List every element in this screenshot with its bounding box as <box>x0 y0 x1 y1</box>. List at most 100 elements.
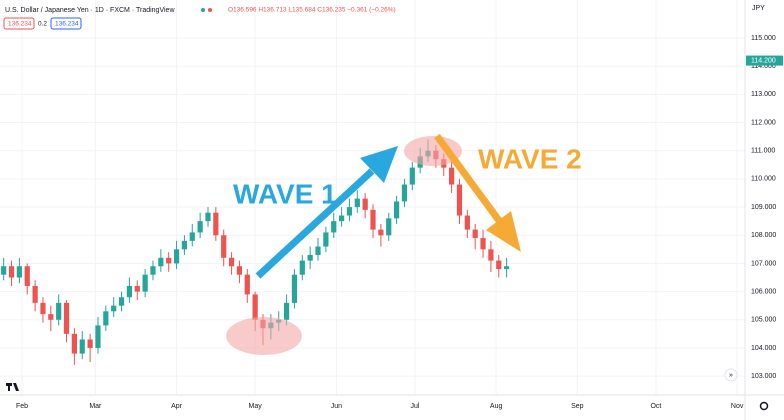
candle-body <box>488 249 494 261</box>
candle-body <box>95 325 101 348</box>
candle-body <box>213 212 219 236</box>
candle-body <box>346 207 353 216</box>
candle-body <box>16 266 22 278</box>
x-tick-label: May <box>249 403 263 410</box>
candle-body <box>166 257 172 264</box>
candle-body <box>197 221 203 233</box>
candle-body <box>134 285 140 292</box>
candle-body <box>79 339 85 354</box>
candle-body <box>307 254 313 261</box>
candle-body <box>71 333 77 354</box>
candle-body <box>1 266 7 275</box>
candle-body <box>370 209 376 230</box>
wave-2-label: WAVE 2 <box>478 143 582 174</box>
x-tick-label: Feb <box>16 403 28 410</box>
y-tick-label: 112.000 <box>751 119 776 126</box>
y-tick-label: 110.000 <box>751 176 776 183</box>
y-tick-label: 105.000 <box>751 317 776 324</box>
candle-body <box>472 229 478 239</box>
buy-price[interactable]: 136.234 <box>55 21 79 28</box>
x-tick-label: Jun <box>331 403 342 410</box>
candle-body <box>299 260 305 275</box>
settings-icon[interactable] <box>759 401 769 411</box>
candle-body <box>32 285 38 303</box>
candle-body <box>126 285 133 298</box>
y-tick-label: 103.000 <box>751 373 776 380</box>
candle-body <box>244 274 250 295</box>
wave-2-arrow <box>434 133 521 252</box>
y-tick-label: 115.000 <box>751 35 776 42</box>
candle-body <box>221 235 227 258</box>
candle-body <box>338 215 345 222</box>
candle-body <box>362 198 368 210</box>
x-tick-label: Sep <box>571 403 584 410</box>
candle-body <box>142 274 148 292</box>
status-dot <box>208 8 212 12</box>
candle-body <box>24 266 30 286</box>
candle-body <box>87 339 93 348</box>
candle-body <box>252 294 258 320</box>
candle-body <box>40 302 46 315</box>
candle-body <box>56 302 62 320</box>
candle-body <box>291 274 298 303</box>
candle-body <box>283 302 290 320</box>
currency-label: JPY <box>752 5 765 12</box>
candle-body <box>496 260 502 270</box>
sell-button[interactable] <box>3 17 35 30</box>
wave-1-label: WAVE 1 <box>233 178 337 209</box>
x-tick-label: Oct <box>650 403 661 410</box>
y-tick-label: 114.000 <box>751 63 776 70</box>
candle-body <box>323 232 329 247</box>
candle-body <box>181 240 188 250</box>
x-tick-label: Mar <box>89 403 102 410</box>
y-tick-label: 107.000 <box>751 260 776 267</box>
sell-price[interactable]: 136.234 <box>8 21 32 28</box>
status-dot <box>201 8 205 12</box>
price-tag <box>746 55 783 66</box>
ohlc-values: O136.596 H136.713 L135.684 C136.235 −0.3… <box>228 7 396 14</box>
candle-body <box>228 257 235 267</box>
candle-body <box>189 232 195 241</box>
candle-body <box>464 215 470 230</box>
candle-body <box>449 167 455 185</box>
y-tick-label: 108.000 <box>751 232 776 239</box>
candle-body <box>504 266 510 270</box>
x-tick-label: Aug <box>490 403 503 410</box>
candle-body <box>456 184 463 216</box>
buy-button[interactable] <box>50 17 82 30</box>
y-tick-label: 111.000 <box>751 148 775 155</box>
y-tick-label: 109.000 <box>751 204 776 211</box>
candle-body <box>354 198 360 208</box>
x-tick-label: Jul <box>410 403 419 410</box>
highlight-low <box>226 317 302 355</box>
spread: 0.2 <box>38 21 47 28</box>
symbol-title: U.S. Dollar / Japanese Yen · 1D · FXCM ·… <box>5 7 175 14</box>
candle-body <box>236 266 243 275</box>
y-tick-label: 106.000 <box>751 288 776 295</box>
candle-body <box>205 212 211 222</box>
y-tick-label: 113.000 <box>751 91 776 98</box>
candle-body <box>480 238 486 250</box>
candle-body <box>8 266 15 278</box>
tv-logo <box>6 383 19 391</box>
wave-1-arrow <box>255 146 398 279</box>
candle-body <box>63 302 70 334</box>
candle-body <box>158 257 164 267</box>
candle-body <box>401 184 408 202</box>
y-tick-label: 104.000 <box>751 345 776 352</box>
grid <box>0 0 745 395</box>
scroll-icon[interactable]: » <box>729 372 733 379</box>
candle-body <box>173 249 180 264</box>
x-tick-label: Nov <box>731 403 744 410</box>
scroll-button[interactable] <box>724 368 738 382</box>
candle-body <box>315 246 321 255</box>
candle-body <box>378 229 384 236</box>
candle-body <box>386 218 392 236</box>
price-tag-label: 114.200 <box>751 57 776 64</box>
candle-body <box>409 167 415 185</box>
candle-body <box>393 201 400 219</box>
candle-body <box>118 297 125 306</box>
x-tick-label: Apr <box>171 403 183 410</box>
candle-body <box>111 305 117 312</box>
